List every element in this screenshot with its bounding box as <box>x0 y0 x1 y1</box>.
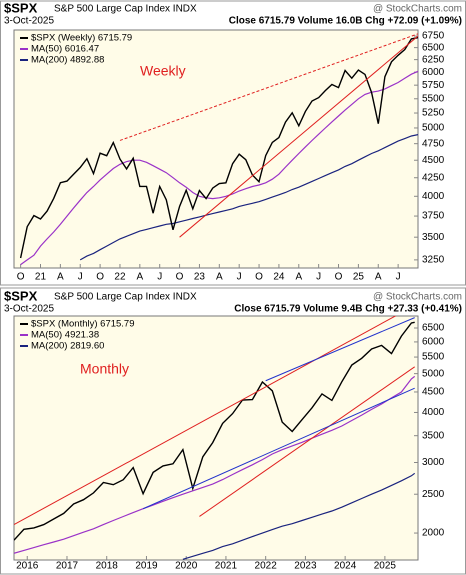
x-tick-label: 23 <box>194 272 206 283</box>
trendline <box>199 366 415 517</box>
trendline <box>142 387 415 510</box>
x-tick-label: O <box>96 272 104 283</box>
index-name: S&P 500 Large Cap Index INDX <box>54 4 197 15</box>
y-tick-label: 5250 <box>422 108 445 119</box>
legend-label: $SPX (Monthly) 6715.79 <box>31 319 135 330</box>
x-tick-label: 2023 <box>294 561 317 572</box>
symbol: $SPX <box>4 288 38 303</box>
annotation: Weekly <box>140 63 186 79</box>
panel: $SPX S&P 500 Large Cap Index INDX @ StockC… <box>0 287 466 575</box>
x-tick-label: A <box>57 272 64 283</box>
plot-marks <box>19 33 418 266</box>
x-tick-label: 2016 <box>16 561 39 572</box>
quote: Close 6715.79 Volume 9.4B Chg +27.33 (+0… <box>234 304 462 315</box>
y-tick-label: 6250 <box>422 54 445 65</box>
plot-area <box>13 29 419 269</box>
y-tick-label: 4250 <box>422 172 445 183</box>
y-tick-label: 5500 <box>422 352 445 363</box>
trendline <box>179 35 418 238</box>
quote: Close 6715.79 Volume 16.0B Chg +72.09 (+… <box>229 16 462 27</box>
y-tick-label: 4750 <box>422 138 445 149</box>
x-tick-label: A <box>375 272 382 283</box>
y-tick-label: 5000 <box>422 368 445 379</box>
x-tick-label: J <box>396 272 401 283</box>
x-tick-label: 2020 <box>175 561 198 572</box>
series-line <box>14 321 415 541</box>
y-tick-label: 6000 <box>422 67 445 78</box>
y-tick-label: 4500 <box>422 387 445 398</box>
y-tick-label: 4000 <box>422 407 445 418</box>
x-tick-label: O <box>335 272 343 283</box>
legend-label: MA(200) 2819.60 <box>31 341 104 352</box>
x-tick-label: J <box>157 272 162 283</box>
panel: $SPX S&P 500 Large Cap Index INDX @ StockC… <box>0 0 466 286</box>
y-tick-label: 5750 <box>422 80 445 91</box>
y-tick-label: 6750 <box>422 31 445 42</box>
x-tick-label: A <box>295 272 302 283</box>
x-tick-label: 25 <box>353 272 365 283</box>
y-tick-label: 3000 <box>422 457 445 468</box>
x-tick-label: 2018 <box>96 561 119 572</box>
legend-label: MA(50) 6016.47 <box>31 44 99 55</box>
date: 3-Oct-2025 <box>4 304 54 315</box>
symbol: $SPX <box>4 0 38 15</box>
x-tick-label: J <box>237 272 242 283</box>
x-tick-label: 2021 <box>215 561 238 572</box>
y-tick-label: 6500 <box>422 42 445 53</box>
y-tick-label: 6000 <box>422 337 445 348</box>
x-tick-label: J <box>316 272 321 283</box>
series-line <box>14 375 416 554</box>
watermark: @ StockCharts.com <box>373 292 462 303</box>
series-line <box>182 472 416 560</box>
x-tick-label: 2025 <box>374 561 397 572</box>
x-tick-label: O <box>17 272 25 283</box>
x-tick-label: J <box>78 272 83 283</box>
x-tick-label: 2024 <box>334 561 357 572</box>
y-tick-label: 4000 <box>422 191 445 202</box>
series-line <box>20 70 418 266</box>
x-tick-label: 22 <box>114 272 126 283</box>
annotation: Monthly <box>80 361 129 377</box>
y-tick-label: 3250 <box>422 255 445 266</box>
series-line <box>79 134 418 261</box>
plot-marks <box>14 316 416 560</box>
y-tick-label: 2500 <box>422 489 445 500</box>
y-tick-label: 4500 <box>422 155 445 166</box>
y-tick-label: 3500 <box>422 430 445 441</box>
trendline <box>14 316 397 526</box>
date: 3-Oct-2025 <box>4 16 54 27</box>
legend-label: MA(200) 4892.88 <box>31 55 104 66</box>
y-tick-label: 6500 <box>422 323 445 334</box>
legend-label: $SPX (Weekly) 6715.79 <box>31 33 132 44</box>
plot-area <box>13 315 419 561</box>
y-tick-label: 3500 <box>422 232 445 243</box>
watermark: @ StockCharts.com <box>373 4 462 15</box>
x-tick-label: 21 <box>35 272 47 283</box>
y-tick-label: 5500 <box>422 93 445 104</box>
trendline <box>265 317 415 382</box>
x-tick-label: 2019 <box>135 561 158 572</box>
x-tick-label: 2022 <box>255 561 278 572</box>
series-line <box>19 36 418 259</box>
x-tick-label: 24 <box>273 272 285 283</box>
x-tick-label: A <box>216 272 223 283</box>
index-name: S&P 500 Large Cap Index INDX <box>54 292 197 303</box>
x-tick-label: O <box>255 272 263 283</box>
x-tick-label: 2017 <box>56 561 79 572</box>
y-tick-label: 2000 <box>422 528 445 539</box>
y-tick-label: 5000 <box>422 123 445 134</box>
legend-label: MA(50) 4921.38 <box>31 330 99 341</box>
trendline <box>119 33 418 141</box>
y-tick-label: 3750 <box>422 211 445 222</box>
x-tick-label: A <box>137 272 144 283</box>
x-tick-label: O <box>176 272 184 283</box>
